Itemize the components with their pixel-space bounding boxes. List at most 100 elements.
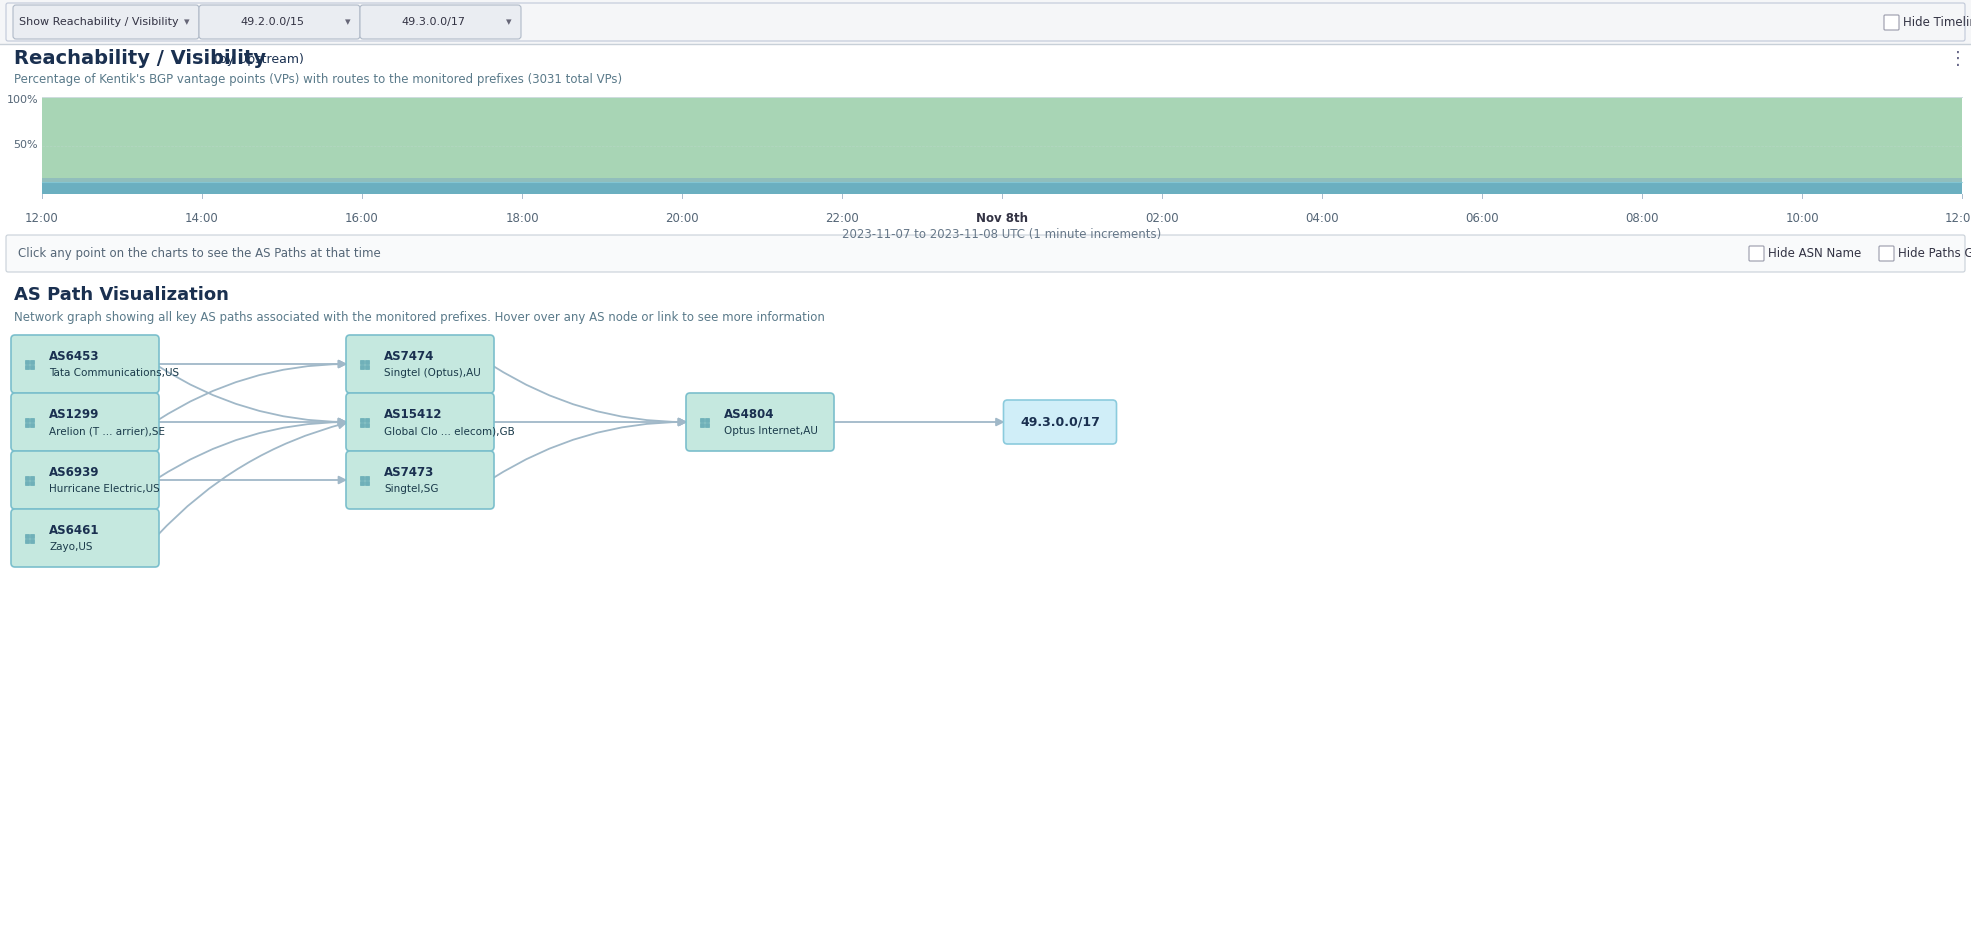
Text: AS6461: AS6461 [49, 524, 99, 536]
FancyBboxPatch shape [41, 178, 1961, 182]
Text: Arelion (T ... arrier),SE: Arelion (T ... arrier),SE [49, 426, 166, 436]
FancyBboxPatch shape [26, 534, 30, 538]
FancyBboxPatch shape [700, 423, 704, 427]
Text: Global Clo ... elecom),GB: Global Clo ... elecom),GB [384, 426, 514, 436]
Text: 18:00: 18:00 [505, 212, 538, 225]
FancyBboxPatch shape [30, 418, 34, 422]
FancyBboxPatch shape [41, 182, 1961, 194]
FancyBboxPatch shape [12, 509, 160, 567]
FancyBboxPatch shape [26, 418, 30, 422]
Text: AS7473: AS7473 [384, 465, 434, 479]
FancyBboxPatch shape [30, 481, 34, 485]
Text: 06:00: 06:00 [1464, 212, 1498, 225]
Text: Zayo,US: Zayo,US [49, 542, 93, 552]
Text: AS6939: AS6939 [49, 465, 99, 479]
FancyBboxPatch shape [361, 360, 365, 364]
FancyBboxPatch shape [26, 476, 30, 480]
FancyBboxPatch shape [361, 481, 365, 485]
Text: ▾: ▾ [345, 17, 351, 27]
FancyBboxPatch shape [199, 5, 361, 39]
Text: 22:00: 22:00 [826, 212, 859, 225]
Text: 10:00: 10:00 [1786, 212, 1819, 225]
FancyBboxPatch shape [30, 534, 34, 538]
Text: AS7474: AS7474 [384, 349, 434, 362]
FancyBboxPatch shape [26, 423, 30, 427]
FancyBboxPatch shape [365, 423, 369, 427]
FancyBboxPatch shape [26, 365, 30, 369]
Text: ⋮: ⋮ [1949, 50, 1967, 68]
FancyBboxPatch shape [700, 418, 704, 422]
Text: AS15412: AS15412 [384, 408, 443, 420]
FancyBboxPatch shape [361, 418, 365, 422]
FancyBboxPatch shape [365, 360, 369, 364]
Text: 100%: 100% [6, 95, 37, 105]
FancyBboxPatch shape [26, 481, 30, 485]
FancyBboxPatch shape [30, 476, 34, 480]
Text: Show Reachability / Visibility: Show Reachability / Visibility [20, 17, 179, 27]
Text: 12:00: 12:00 [1945, 212, 1971, 225]
Text: Hide ASN Name: Hide ASN Name [1768, 247, 1861, 260]
Text: Hide Timelines: Hide Timelines [1902, 16, 1971, 29]
FancyBboxPatch shape [365, 365, 369, 369]
Text: 49.3.0.0/17: 49.3.0.0/17 [1021, 415, 1100, 429]
Text: 14:00: 14:00 [185, 212, 219, 225]
FancyBboxPatch shape [26, 360, 30, 364]
FancyBboxPatch shape [361, 423, 365, 427]
Text: Singtel,SG: Singtel,SG [384, 484, 438, 494]
FancyBboxPatch shape [365, 418, 369, 422]
FancyBboxPatch shape [1748, 246, 1764, 261]
Text: Click any point on the charts to see the AS Paths at that time: Click any point on the charts to see the… [18, 247, 380, 260]
Text: AS1299: AS1299 [49, 408, 99, 420]
FancyBboxPatch shape [361, 365, 365, 369]
Text: AS6453: AS6453 [49, 349, 99, 362]
FancyBboxPatch shape [365, 476, 369, 480]
Text: Percentage of Kentik's BGP vantage points (VPs) with routes to the monitored pre: Percentage of Kentik's BGP vantage point… [14, 73, 623, 86]
Text: Reachability / Visibility: Reachability / Visibility [14, 49, 266, 69]
Text: ▾: ▾ [507, 17, 512, 27]
Text: 2023-11-07 to 2023-11-08 UTC (1 minute increments): 2023-11-07 to 2023-11-08 UTC (1 minute i… [842, 228, 1161, 241]
FancyBboxPatch shape [1884, 15, 1898, 30]
Text: (by Upstream): (by Upstream) [215, 53, 304, 65]
Text: Hide Paths Graph: Hide Paths Graph [1898, 247, 1971, 260]
FancyBboxPatch shape [30, 423, 34, 427]
FancyBboxPatch shape [361, 5, 520, 39]
FancyBboxPatch shape [0, 0, 1971, 44]
Text: 02:00: 02:00 [1145, 212, 1179, 225]
Text: Optus Internet,AU: Optus Internet,AU [723, 426, 818, 436]
Text: Nov 8th: Nov 8th [976, 212, 1029, 225]
Text: 50%: 50% [14, 141, 37, 150]
FancyBboxPatch shape [14, 5, 199, 39]
FancyBboxPatch shape [361, 476, 365, 480]
Text: 04:00: 04:00 [1305, 212, 1338, 225]
Text: Singtel (Optus),AU: Singtel (Optus),AU [384, 368, 481, 378]
Text: 16:00: 16:00 [345, 212, 378, 225]
Text: AS Path Visualization: AS Path Visualization [14, 286, 229, 304]
FancyBboxPatch shape [41, 97, 1961, 182]
Text: 49.3.0.0/17: 49.3.0.0/17 [402, 17, 465, 27]
FancyBboxPatch shape [1878, 246, 1894, 261]
FancyBboxPatch shape [12, 451, 160, 509]
FancyBboxPatch shape [30, 365, 34, 369]
FancyBboxPatch shape [365, 481, 369, 485]
FancyBboxPatch shape [347, 335, 495, 393]
Text: 12:00: 12:00 [26, 212, 59, 225]
FancyBboxPatch shape [347, 393, 495, 451]
Text: 20:00: 20:00 [664, 212, 700, 225]
Text: 08:00: 08:00 [1626, 212, 1660, 225]
Text: Tata Communications,US: Tata Communications,US [49, 368, 179, 378]
FancyBboxPatch shape [26, 539, 30, 543]
FancyBboxPatch shape [706, 423, 710, 427]
FancyBboxPatch shape [686, 393, 834, 451]
Text: Network graph showing all key AS paths associated with the monitored prefixes. H: Network graph showing all key AS paths a… [14, 311, 826, 324]
Text: 49.2.0.0/15: 49.2.0.0/15 [240, 17, 304, 27]
FancyBboxPatch shape [706, 418, 710, 422]
FancyBboxPatch shape [12, 393, 160, 451]
FancyBboxPatch shape [6, 235, 1965, 272]
FancyBboxPatch shape [347, 451, 495, 509]
Text: Hurricane Electric,US: Hurricane Electric,US [49, 484, 160, 494]
Text: AS4804: AS4804 [723, 408, 775, 420]
FancyBboxPatch shape [12, 335, 160, 393]
FancyBboxPatch shape [30, 539, 34, 543]
FancyBboxPatch shape [30, 360, 34, 364]
Text: ▾: ▾ [183, 17, 189, 27]
